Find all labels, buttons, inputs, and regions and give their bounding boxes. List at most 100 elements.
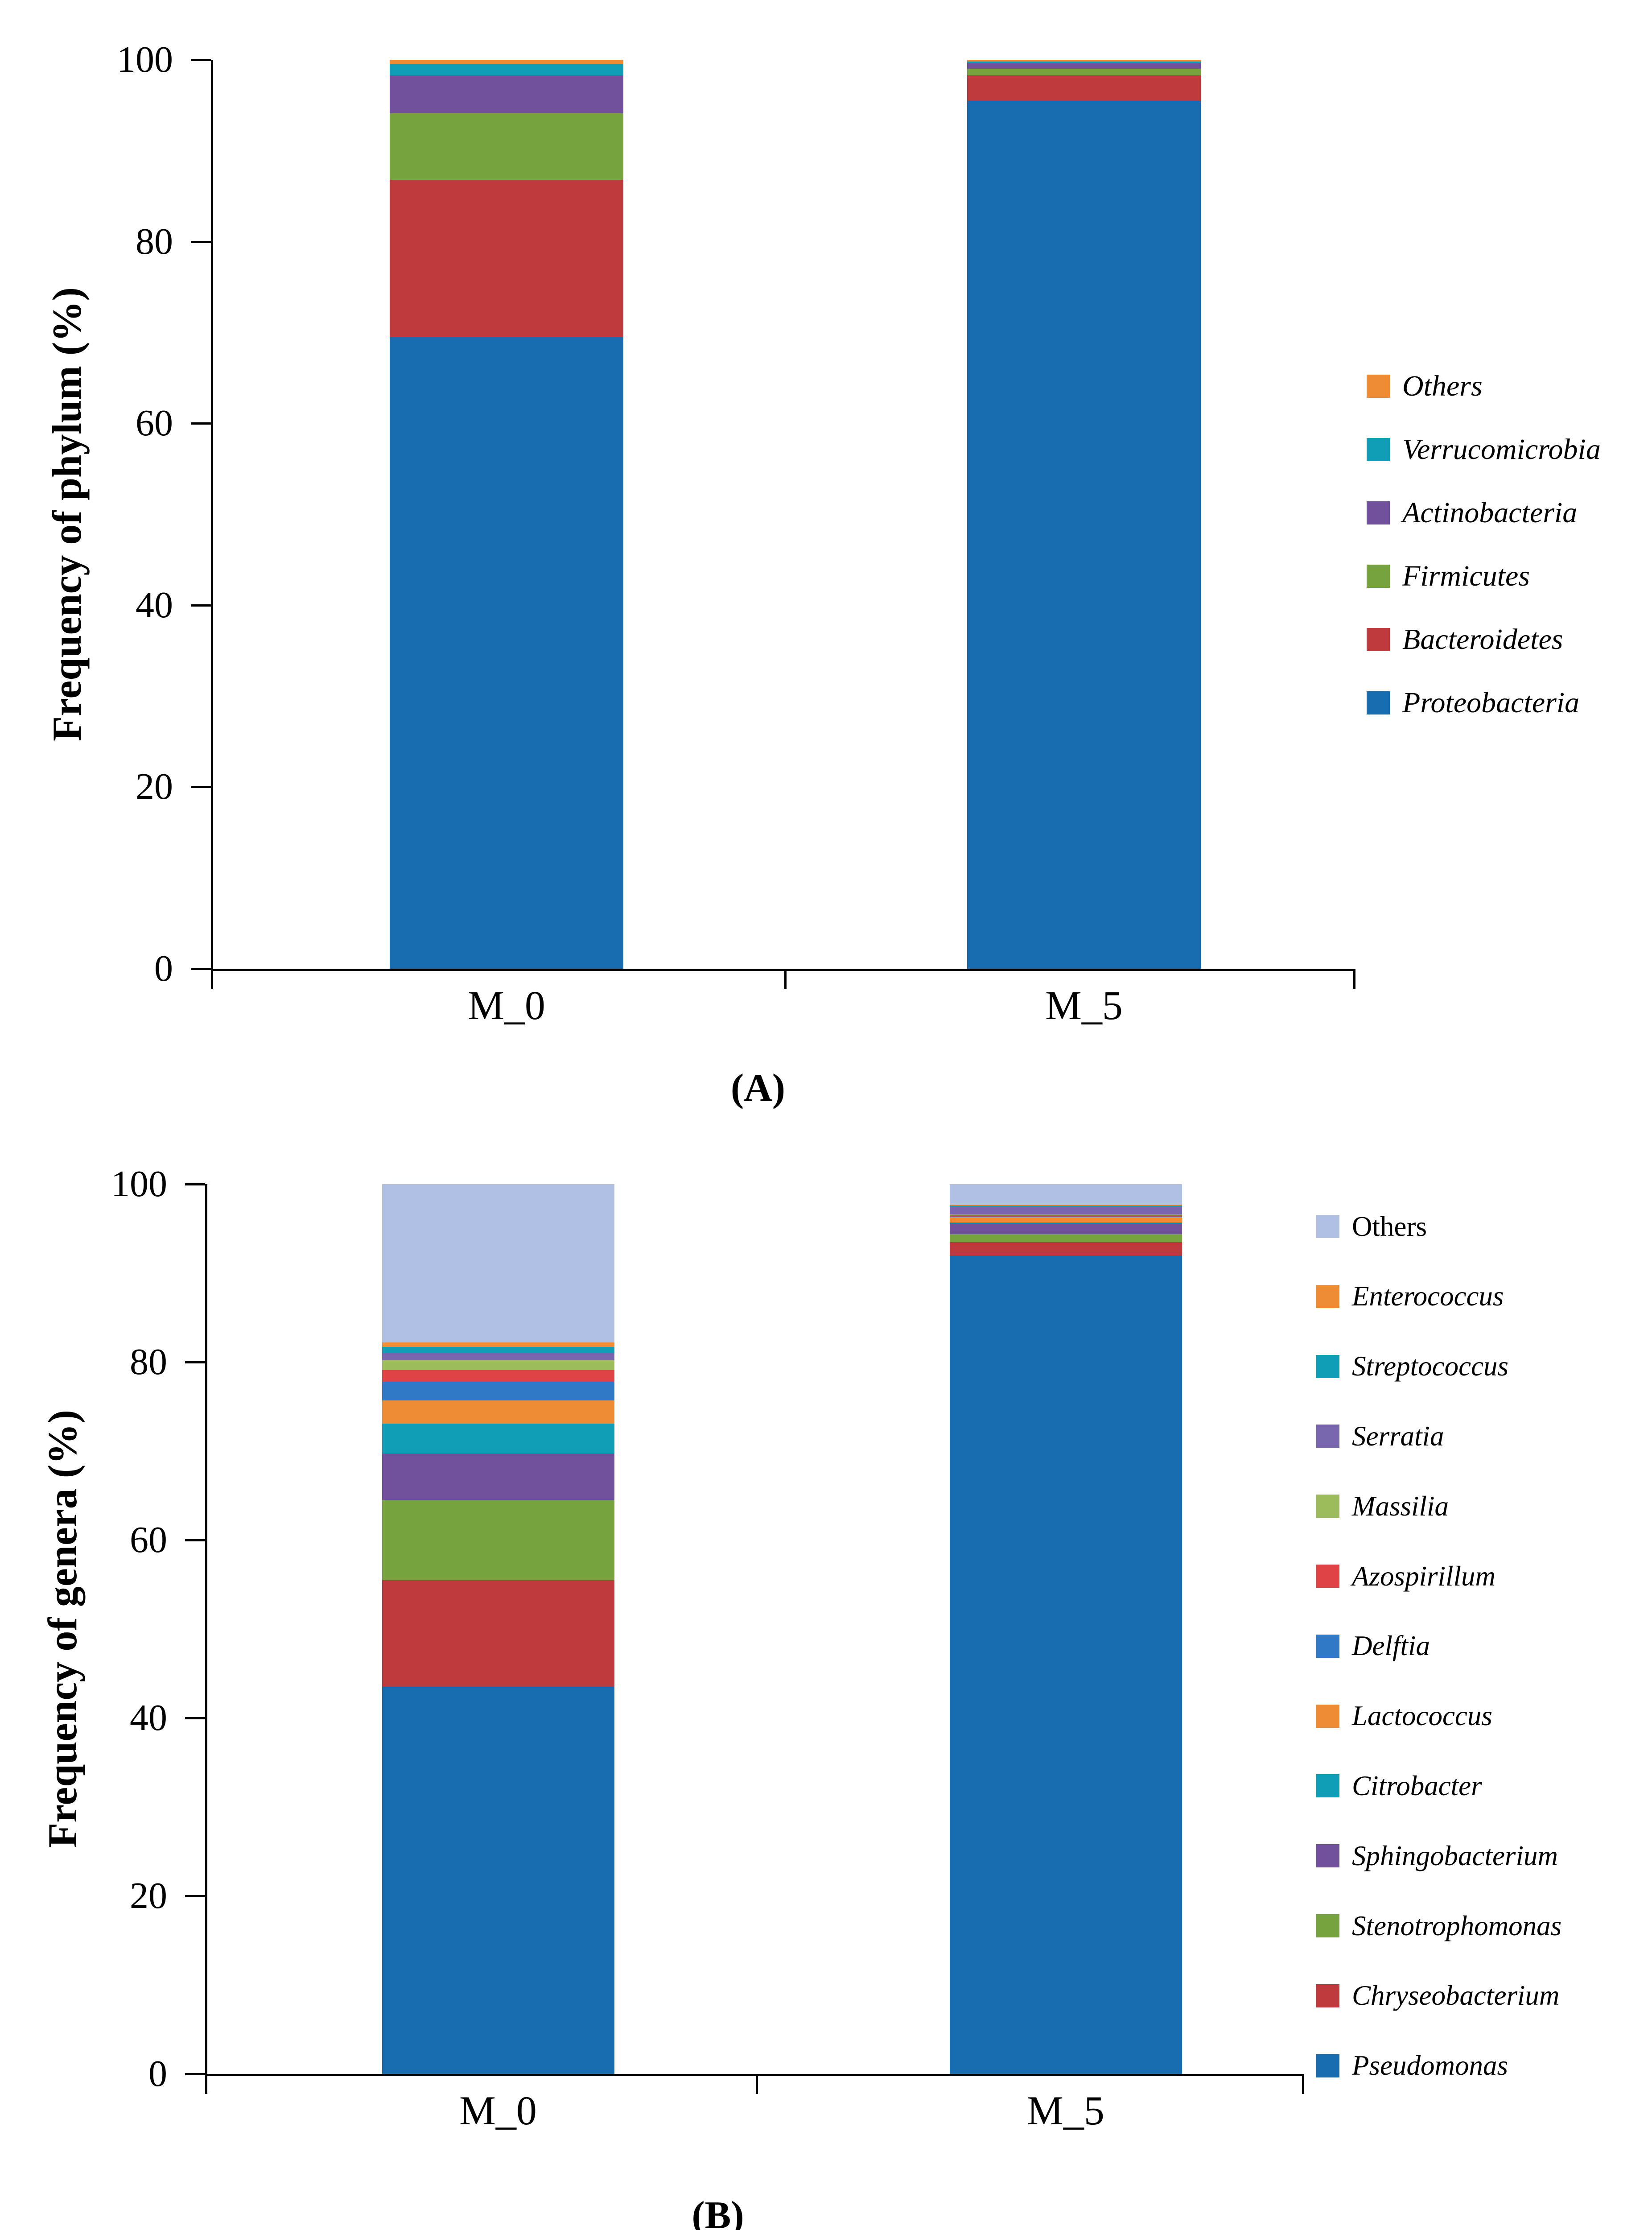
bar-segment-others-m_5 — [967, 60, 1201, 62]
legend-swatch-azospirillum — [1316, 1565, 1339, 1588]
legend-item-bacteroidetes: Bacteroidetes — [1367, 623, 1563, 656]
legend-swatch-others — [1316, 1215, 1339, 1238]
bar-segment-sphingobacterium-m_0 — [382, 1454, 614, 1500]
bar-segment-others-m_0 — [382, 1184, 614, 1343]
bar-segment-pseudomonas-m_0 — [382, 1687, 614, 2074]
legend-label-serratia: Serratia — [1352, 1420, 1444, 1452]
legend-label-stenotrophomonas: Stenotrophomonas — [1352, 1910, 1562, 1941]
legend-item-delftia: Delftia — [1316, 1632, 1430, 1660]
x-category-label-m_0: M_0 — [459, 2088, 537, 2133]
bar-segment-lactococcus-m_5 — [949, 1217, 1182, 1222]
y-axis-title-phylum: Frequency of phylum (%) — [44, 287, 90, 741]
legend-label-massilia: Massilia — [1352, 1490, 1449, 1522]
bar-segment-chryseobacterium-m_0 — [382, 1580, 614, 1687]
bar-segment-massilia-m_0 — [382, 1360, 614, 1370]
bar-segment-bacteroidetes-m_0 — [390, 180, 623, 337]
y-tick-label: 40 — [136, 584, 173, 626]
y-tick-label: 20 — [130, 1875, 167, 1916]
x-axis-line — [205, 2074, 1304, 2076]
y-axis-line — [211, 60, 213, 971]
bar-segment-enterococcus-m_0 — [382, 1342, 614, 1347]
bar-segment-streptococcus-m_0 — [382, 1347, 614, 1354]
y-tick-label: 60 — [130, 1519, 167, 1561]
y-tick-mark — [191, 422, 211, 425]
x-category-label-m_0: M_0 — [468, 983, 545, 1028]
y-tick-label: 80 — [130, 1341, 167, 1383]
y-tick-label: 20 — [136, 766, 173, 808]
legend-swatch-citrobacter — [1316, 1774, 1339, 1798]
legend-label-others: Others — [1402, 370, 1483, 402]
bar-segment-sphingobacterium-m_5 — [949, 1223, 1182, 1234]
bar-segment-lactococcus-m_0 — [382, 1400, 614, 1424]
y-tick-mark — [191, 604, 211, 607]
legend-label-firmicutes: Firmicutes — [1402, 560, 1530, 592]
bar-segment-chryseobacterium-m_5 — [949, 1242, 1182, 1255]
bar-segment-citrobacter-m_0 — [382, 1423, 614, 1454]
x-tick-mark — [784, 969, 787, 989]
x-tick-mark — [756, 2074, 758, 2094]
legend-item-firmicutes: Firmicutes — [1367, 560, 1530, 592]
legend-item-others: Others — [1367, 370, 1483, 402]
legend-label-citrobacter: Citrobacter — [1352, 1770, 1482, 1801]
legend-swatch-streptococcus — [1316, 1355, 1339, 1378]
bar-segment-delftia-m_5 — [949, 1216, 1182, 1217]
x-tick-mark — [205, 2074, 207, 2094]
legend-item-serratia: Serratia — [1316, 1420, 1444, 1452]
legend-label-proteobacteria: Proteobacteria — [1402, 686, 1580, 719]
y-tick-mark — [185, 1717, 205, 1719]
bar-segment-proteobacteria-m_5 — [967, 100, 1201, 969]
legend-item-massilia: Massilia — [1316, 1490, 1449, 1522]
legend-label-chryseobacterium: Chryseobacterium — [1352, 1980, 1560, 2011]
legend-item-enterococcus: Enterococcus — [1316, 1280, 1504, 1312]
legend-swatch-massilia — [1316, 1495, 1339, 1518]
legend-swatch-chryseobacterium — [1316, 1984, 1339, 2007]
legend-item-chryseobacterium: Chryseobacterium — [1316, 1980, 1560, 2011]
y-tick-label: 100 — [117, 39, 173, 80]
bar-segment-serratia-m_0 — [382, 1353, 614, 1360]
y-tick-label: 80 — [136, 220, 173, 262]
y-tick-mark — [185, 2073, 205, 2075]
legend-label-sphingobacterium: Sphingobacterium — [1352, 1840, 1558, 1871]
legend-label-lactococcus: Lactococcus — [1352, 1700, 1492, 1732]
legend-label-pseudomonas: Pseudomonas — [1352, 2050, 1508, 2081]
bar-segment-azospirillum-m_0 — [382, 1370, 614, 1382]
x-category-label-m_5: M_5 — [1045, 983, 1123, 1028]
y-tick-label: 60 — [136, 402, 173, 444]
legend-swatch-proteobacteria — [1367, 691, 1390, 714]
panel-b-caption: (B) — [692, 2194, 744, 2230]
bar-segment-actinobacteria-m_0 — [390, 75, 623, 114]
y-tick-mark — [185, 1361, 205, 1363]
x-tick-mark — [1302, 2074, 1304, 2094]
legend-label-streptococcus: Streptococcus — [1352, 1350, 1509, 1382]
legend-swatch-others — [1367, 375, 1390, 398]
bar-segment-actinobacteria-m_5 — [967, 63, 1201, 69]
legend-item-others: Others — [1316, 1212, 1427, 1240]
legend-swatch-serratia — [1316, 1425, 1339, 1448]
bar-segment-stenotrophomonas-m_0 — [382, 1500, 614, 1580]
x-tick-mark — [211, 969, 213, 989]
bar-segment-azospirillum-m_5 — [949, 1215, 1182, 1216]
bar-segment-stenotrophomonas-m_5 — [949, 1234, 1182, 1242]
y-tick-mark — [185, 1183, 205, 1185]
legend-swatch-lactococcus — [1316, 1704, 1339, 1728]
bar-segment-verrucomicrobia-m_0 — [390, 64, 623, 75]
legend-label-enterococcus: Enterococcus — [1352, 1280, 1504, 1312]
y-tick-mark — [191, 59, 211, 61]
legend-label-bacteroidetes: Bacteroidetes — [1402, 623, 1563, 656]
y-axis-line — [205, 1184, 207, 2076]
bar-segment-serratia-m_5 — [949, 1206, 1182, 1214]
bar-segment-others-m_5 — [949, 1184, 1182, 1205]
bar-segment-proteobacteria-m_0 — [390, 337, 623, 969]
legend-swatch-bacteroidetes — [1367, 628, 1390, 651]
legend-label-verrucomicrobia: Verrucomicrobia — [1402, 433, 1601, 466]
y-tick-label: 0 — [148, 2053, 167, 2094]
bar-segment-pseudomonas-m_5 — [949, 1255, 1182, 2074]
legend-swatch-enterococcus — [1316, 1284, 1339, 1308]
legend-item-pseudomonas: Pseudomonas — [1316, 2050, 1508, 2081]
y-tick-label: 40 — [130, 1697, 167, 1739]
legend-swatch-verrucomicrobia — [1367, 438, 1390, 461]
y-tick-mark — [185, 1539, 205, 1541]
legend-swatch-firmicutes — [1367, 565, 1390, 588]
y-axis-title-genera: Frequency of genera (%) — [40, 1410, 85, 1848]
bar-segment-delftia-m_0 — [382, 1381, 614, 1400]
